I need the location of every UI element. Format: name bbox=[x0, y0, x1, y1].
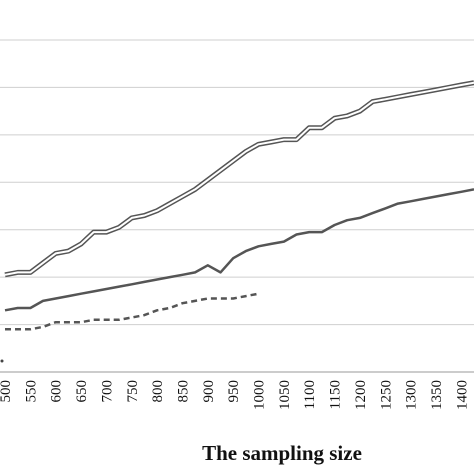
stray-data-mark bbox=[0, 359, 4, 363]
series-1-line bbox=[4, 188, 474, 312]
x-tick-label: 1350 bbox=[429, 380, 445, 410]
x-tick-label: 800 bbox=[150, 380, 166, 403]
x-tick-label: 1300 bbox=[404, 380, 420, 410]
x-tick-label: 750 bbox=[125, 380, 141, 403]
x-tick-label: 550 bbox=[23, 380, 39, 403]
series-layer bbox=[4, 80, 474, 331]
x-tick-label: 1400 bbox=[454, 380, 470, 410]
x-tick-label: 950 bbox=[226, 380, 242, 403]
x-tick-labels: 500 550 600 650 700 750 800 850 900 950 1000 1050 11… bbox=[0, 380, 470, 410]
gridlines bbox=[0, 39, 474, 326]
x-tick-label: 1100 bbox=[302, 380, 318, 409]
series-0-line-inner bbox=[4, 81, 474, 276]
series-0-line-outer bbox=[4, 80, 474, 278]
x-tick-label: 1250 bbox=[378, 380, 394, 410]
x-tick-label: 1000 bbox=[252, 380, 268, 410]
x-tick-label: 650 bbox=[74, 380, 90, 403]
x-tick-label: 500 bbox=[0, 380, 14, 403]
x-tick-label: 1200 bbox=[353, 380, 369, 410]
x-tick-label: 1150 bbox=[328, 380, 344, 409]
x-axis-title: The sampling size bbox=[202, 441, 362, 465]
x-tick-label: 850 bbox=[176, 380, 192, 403]
x-tick-label: 600 bbox=[49, 380, 65, 403]
x-tick-label: 700 bbox=[99, 380, 115, 403]
x-tick-label: 1050 bbox=[277, 380, 293, 410]
x-tick-label: 900 bbox=[201, 380, 217, 403]
series-2-line bbox=[5, 292, 259, 331]
